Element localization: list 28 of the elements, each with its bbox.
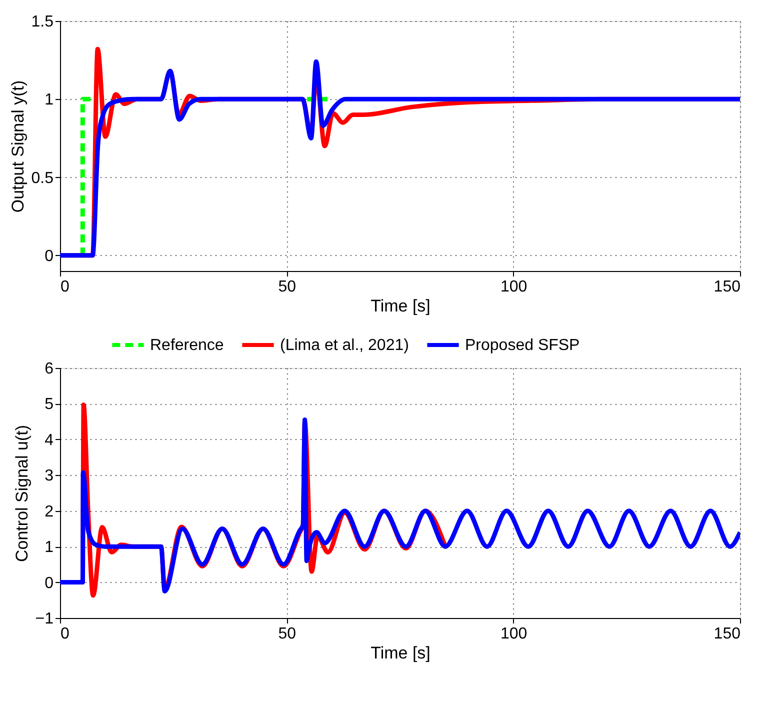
x-tick-label: 150 — [714, 626, 741, 642]
x-axis-title: Time [s] — [370, 644, 430, 662]
y-axis-title: Control Signal u(t) — [12, 424, 32, 562]
y-tick-label: 0.5 — [31, 170, 54, 187]
y-tick-label: 3 — [44, 468, 54, 485]
x-tick-label: 150 — [714, 278, 741, 296]
y-tick-label: 1 — [44, 539, 54, 556]
x-tick-label: 50 — [278, 278, 296, 296]
legend-label: (Lima et al., 2021) — [280, 337, 409, 354]
x-tick-label: 0 — [60, 278, 70, 296]
y-axis-title: Output Signal y(t) — [8, 80, 28, 213]
x-tick-label: 0 — [60, 626, 70, 642]
x-tick-label: 100 — [500, 626, 528, 642]
y-tick-label: 5 — [44, 396, 54, 414]
y-tick-label: 2 — [44, 503, 54, 520]
legend-label: Proposed SFSP — [465, 337, 580, 354]
y-tick-label: 6 — [44, 360, 54, 378]
y-tick-label: 1 — [44, 92, 54, 109]
y-tick-label: 0 — [44, 248, 54, 265]
x-tick-label: 100 — [500, 278, 528, 296]
y-tick-label: −1 — [35, 610, 54, 628]
x-axis-title: Time [s] — [370, 296, 430, 316]
y-tick-label: 4 — [44, 432, 54, 449]
x-tick-label: 50 — [278, 626, 296, 642]
line-series — [60, 418, 740, 594]
y-tick-label: 0 — [44, 574, 54, 592]
y-tick-label: 1.5 — [31, 14, 54, 30]
legend-label: Reference — [150, 337, 224, 354]
